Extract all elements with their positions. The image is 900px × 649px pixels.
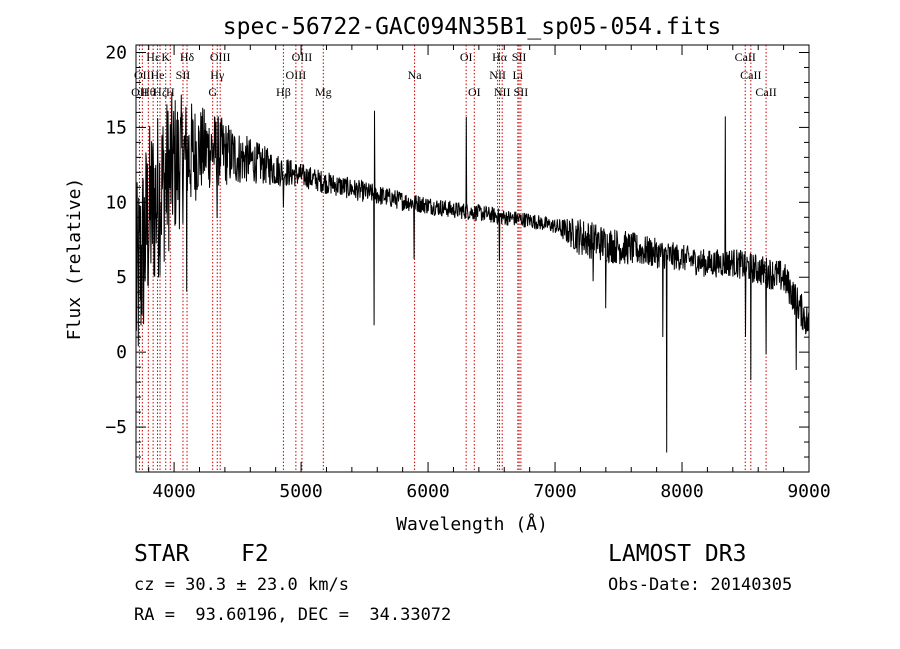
line-marker-label: Hβ bbox=[276, 85, 291, 99]
y-tick-label: 10 bbox=[105, 192, 127, 213]
line-marker-label: OIII bbox=[292, 50, 313, 64]
object-class: STAR bbox=[134, 541, 190, 567]
line-marker-label: CaII bbox=[735, 50, 756, 64]
line-marker-label: Li bbox=[512, 68, 523, 82]
x-tick-label: 7000 bbox=[533, 481, 576, 502]
y-axis-ticks: −5 0 5 10 15 20 bbox=[105, 42, 809, 458]
obs-date: Obs-Date: 20140305 bbox=[608, 575, 792, 595]
y-tick-label: 0 bbox=[116, 342, 127, 363]
line-marker-label: Na bbox=[408, 68, 423, 82]
x-tick-label: 8000 bbox=[660, 481, 703, 502]
y-tick-label: 15 bbox=[105, 117, 127, 138]
line-marker-label: OI bbox=[468, 85, 481, 99]
y-tick-label: 5 bbox=[116, 267, 127, 288]
y-axis-label: Flux (relative) bbox=[64, 178, 85, 341]
line-marker-label: G bbox=[208, 85, 217, 99]
line-marker-label: Hγ bbox=[210, 68, 225, 82]
line-marker-label: He bbox=[150, 68, 164, 82]
line-marker-label: Hζ bbox=[153, 85, 167, 99]
line-marker-label: CaII bbox=[740, 68, 761, 82]
line-markers: OIIOIIHθHεHeHζKHSIIHδGHγOIIIHβOIIIOIIIMg… bbox=[131, 45, 777, 472]
line-marker-label: SII bbox=[176, 68, 191, 82]
x-tick-label: 6000 bbox=[406, 481, 449, 502]
coordinates: RA = 93.60196, DEC = 34.33072 bbox=[134, 605, 451, 625]
x-axis-ticks: 4000 5000 6000 7000 8000 9000 bbox=[148, 45, 831, 502]
line-marker-label: K bbox=[161, 50, 170, 64]
y-tick-label: 20 bbox=[105, 42, 127, 63]
x-tick-label: 5000 bbox=[279, 481, 322, 502]
x-tick-label: 9000 bbox=[787, 481, 830, 502]
spectrum-layer bbox=[135, 92, 810, 453]
line-marker-label: OI bbox=[460, 50, 473, 64]
line-marker-label: NII bbox=[494, 85, 511, 99]
survey-name: LAMOST DR3 bbox=[608, 541, 746, 567]
line-marker-label: OII bbox=[134, 68, 151, 82]
chart-title: spec-56722-GAC094N35B1_sp05-054.fits bbox=[223, 14, 722, 40]
line-marker-label: OIII bbox=[286, 68, 307, 82]
spectral-subclass: F2 bbox=[241, 541, 269, 567]
line-marker-label: Hδ bbox=[180, 50, 195, 64]
line-marker-label: Hε bbox=[146, 50, 160, 64]
spectrum-line bbox=[135, 92, 810, 453]
line-marker-label: OIII bbox=[210, 50, 231, 64]
line-marker-label: CaII bbox=[755, 85, 776, 99]
line-marker-label: SII bbox=[512, 50, 527, 64]
redshift-text: cz = 30.3 ± 23.0 km/s bbox=[134, 575, 349, 595]
plot-frame bbox=[135, 44, 810, 473]
line-marker-label: SII bbox=[514, 85, 529, 99]
line-marker-label: Hθ bbox=[141, 85, 156, 99]
x-axis-label: Wavelength (Å) bbox=[396, 513, 548, 535]
line-marker-label: Mg bbox=[315, 85, 332, 99]
y-tick-label: −5 bbox=[105, 417, 127, 438]
line-marker-label: NII bbox=[489, 68, 506, 82]
line-marker-label: H bbox=[166, 85, 175, 99]
line-marker-label: OII bbox=[131, 85, 148, 99]
line-marker-label: Hα bbox=[492, 50, 508, 64]
x-tick-label: 4000 bbox=[152, 481, 195, 502]
